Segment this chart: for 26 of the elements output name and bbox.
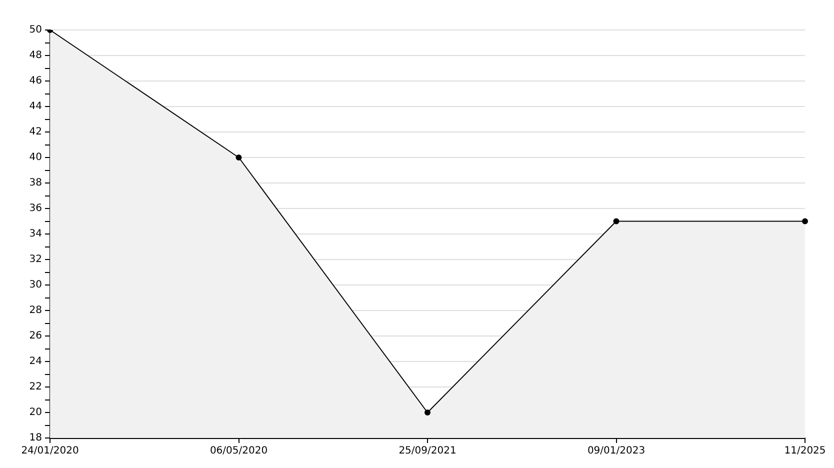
x-tick-label: 24/01/2020 — [21, 446, 79, 457]
y-tick-label: 46 — [29, 76, 42, 87]
point — [424, 410, 430, 416]
point — [802, 218, 808, 224]
y-tick-label: 42 — [29, 126, 42, 138]
y-tick-label: 30 — [29, 280, 42, 291]
y-tick-label: 20 — [29, 407, 42, 418]
y-tick-label: 24 — [29, 356, 42, 368]
y-tick-label: 18 — [29, 432, 42, 444]
x-tick-label: 06/05/2020 — [210, 446, 268, 457]
y-tick-label: 36 — [29, 203, 42, 214]
y-tick-label: 50 — [29, 24, 42, 36]
x-tick-label: 25/09/2021 — [398, 446, 456, 457]
x-tick-label: 11/2025 — [784, 446, 826, 457]
y-tick-label: 40 — [29, 152, 42, 164]
y-tick-label: 32 — [29, 254, 42, 266]
y-tick-label: 28 — [29, 305, 42, 316]
y-tick-label: 48 — [29, 50, 42, 62]
x-tick-label: 09/01/2023 — [587, 446, 646, 457]
point — [236, 154, 242, 160]
y-tick-label: 26 — [29, 330, 42, 342]
point — [613, 218, 620, 224]
y-tick-label: 44 — [29, 101, 42, 112]
y-tick-label: 34 — [29, 228, 42, 240]
y-tick-label: 38 — [29, 178, 42, 189]
y-tick-label: 22 — [29, 382, 42, 393]
